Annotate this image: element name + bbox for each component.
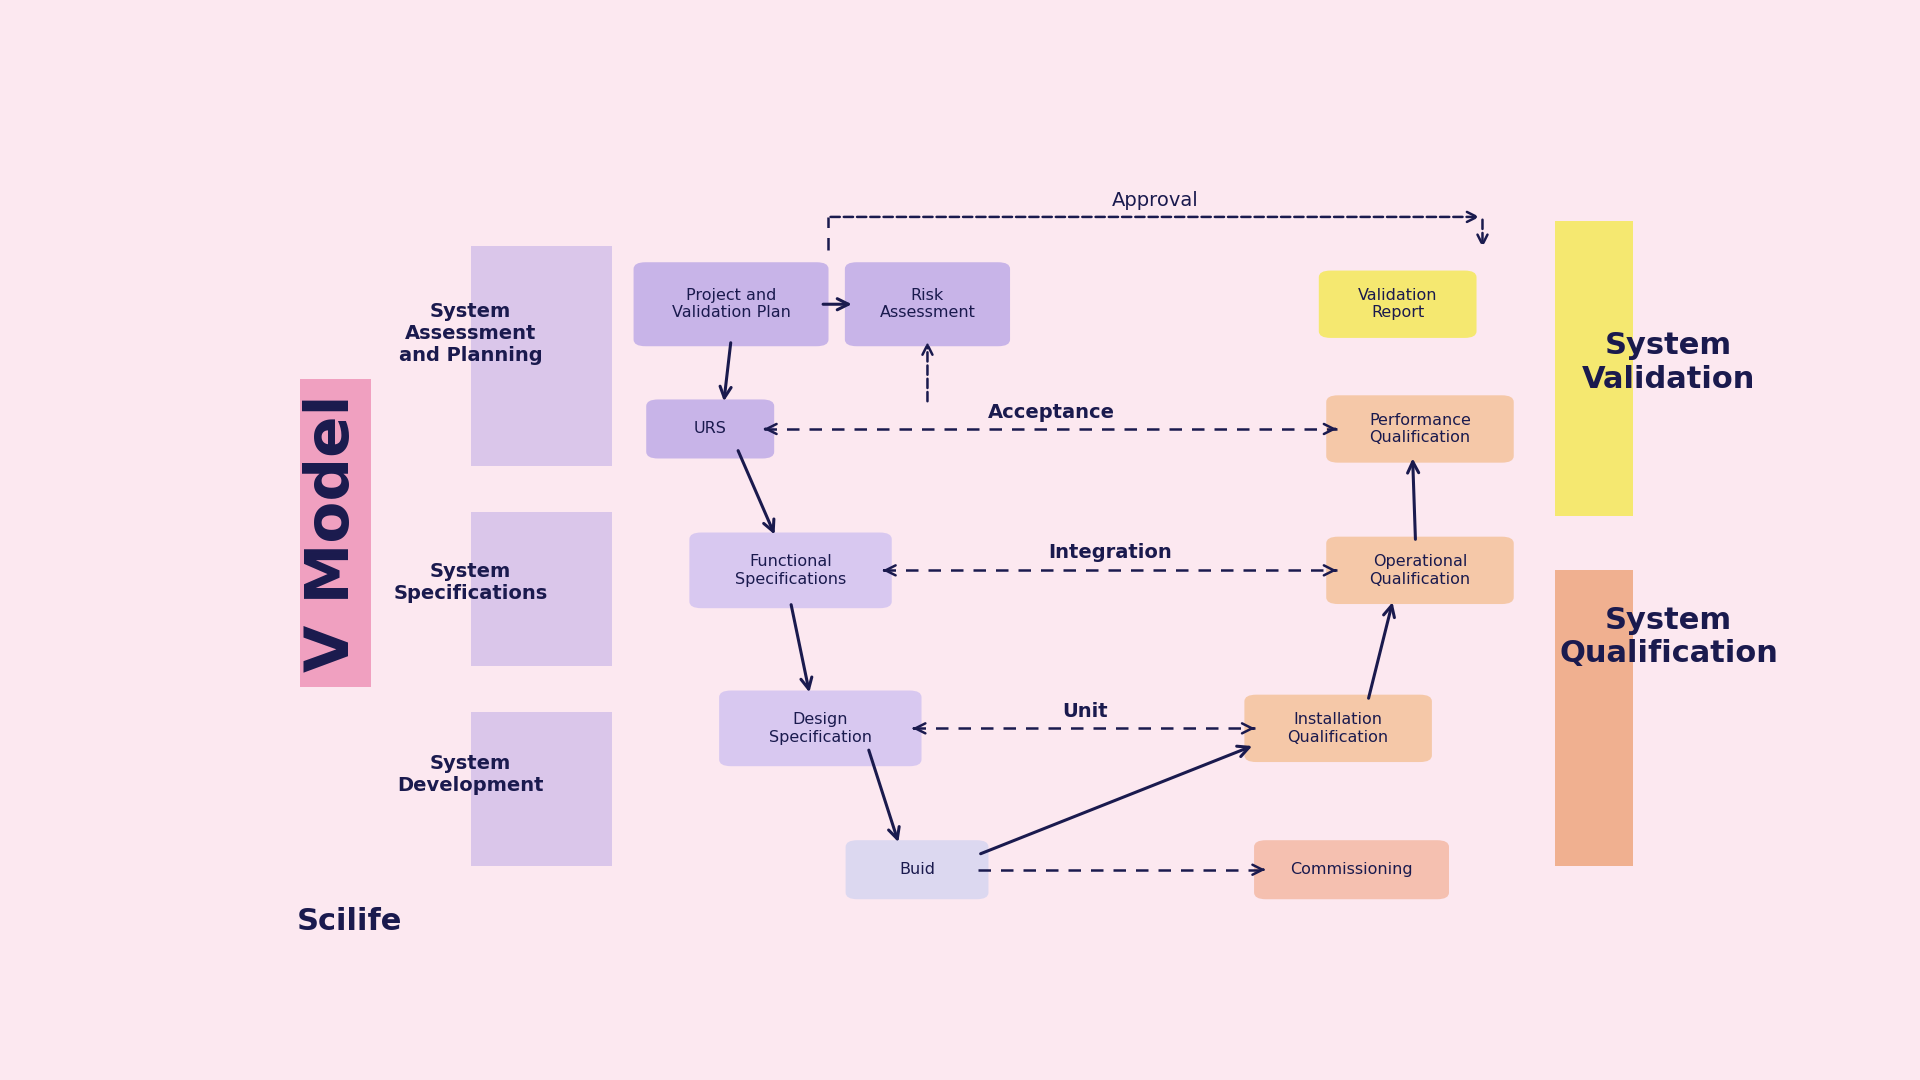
Text: Buid: Buid [899,862,935,877]
Text: System
Specifications: System Specifications [394,563,547,604]
FancyBboxPatch shape [470,246,612,467]
FancyBboxPatch shape [689,532,891,608]
FancyBboxPatch shape [1555,570,1632,865]
FancyBboxPatch shape [470,512,612,666]
Text: Validation
Report: Validation Report [1357,288,1438,321]
Text: Performance
Qualification: Performance Qualification [1369,413,1471,445]
Text: System
Development: System Development [397,754,543,795]
FancyBboxPatch shape [470,712,612,865]
Text: System
Qualification: System Qualification [1559,606,1778,669]
FancyBboxPatch shape [1327,395,1513,462]
FancyBboxPatch shape [1319,271,1476,338]
Text: Unit: Unit [1062,702,1108,721]
Text: Commissioning: Commissioning [1290,862,1413,877]
FancyBboxPatch shape [845,262,1010,347]
FancyBboxPatch shape [720,690,922,766]
Text: Functional
Specifications: Functional Specifications [735,554,847,586]
FancyBboxPatch shape [634,262,829,347]
FancyBboxPatch shape [1555,221,1632,516]
FancyBboxPatch shape [845,840,989,900]
Text: Risk
Assessment: Risk Assessment [879,288,975,321]
Text: Scilife: Scilife [296,907,401,935]
Text: Installation
Qualification: Installation Qualification [1288,712,1388,744]
Text: V Model: V Model [303,394,361,672]
FancyBboxPatch shape [647,400,774,459]
FancyBboxPatch shape [1244,694,1432,762]
Text: Integration: Integration [1048,542,1173,562]
Text: Operational
Qualification: Operational Qualification [1369,554,1471,586]
Text: Project and
Validation Plan: Project and Validation Plan [672,288,791,321]
FancyBboxPatch shape [1327,537,1513,604]
FancyBboxPatch shape [1254,840,1450,900]
Text: System
Assessment
and Planning: System Assessment and Planning [399,301,543,365]
Text: URS: URS [693,421,726,436]
FancyBboxPatch shape [300,379,371,687]
Text: Acceptance: Acceptance [987,403,1114,422]
Text: Design
Specification: Design Specification [768,712,872,744]
Text: System
Validation: System Validation [1582,332,1755,394]
Text: Approval: Approval [1112,191,1198,210]
